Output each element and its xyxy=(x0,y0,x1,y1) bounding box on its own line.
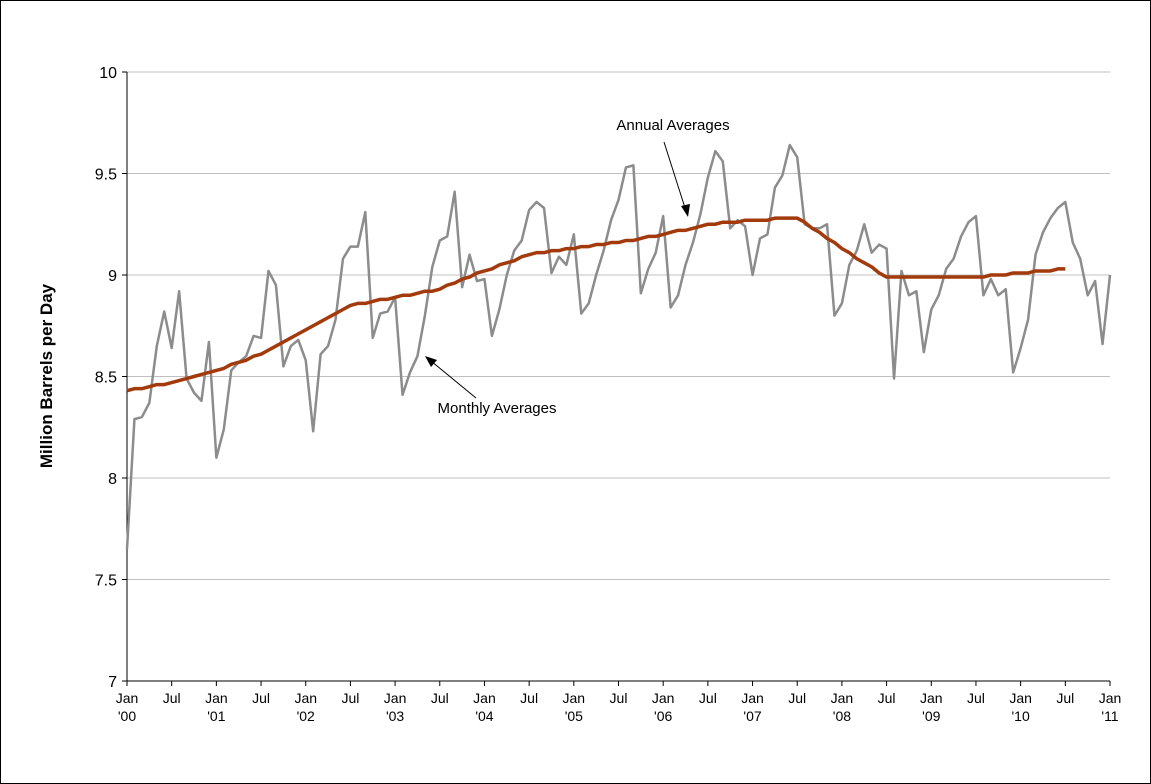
x-tick-label: Jul xyxy=(431,690,449,706)
x-tick-label: '02 xyxy=(297,708,315,724)
x-tick-label: Jul xyxy=(967,690,985,706)
x-tick-label: '11 xyxy=(1101,708,1118,724)
x-tick-label: Jul xyxy=(878,690,896,706)
y-tick-label: 8 xyxy=(108,471,117,488)
arrowhead xyxy=(425,356,437,367)
x-tick-label: Jan xyxy=(652,690,675,706)
x-tick-label: '06 xyxy=(654,708,672,724)
x-tick-label: Jul xyxy=(163,690,181,706)
x-tick-label: '07 xyxy=(743,708,761,724)
x-tick-label: Jul xyxy=(1056,690,1074,706)
arrowhead xyxy=(681,204,690,217)
y-tick-label: 10 xyxy=(99,65,117,82)
y-tick-label: 7 xyxy=(108,674,117,691)
x-tick-label: Jan xyxy=(116,690,139,706)
y-tick-label: 9 xyxy=(108,268,117,285)
x-tick-label: Jan xyxy=(741,690,764,706)
y-axis-label: Million Barrels per Day xyxy=(37,283,56,468)
x-tick-label: '04 xyxy=(475,708,493,724)
x-tick-label: Jul xyxy=(699,690,717,706)
x-tick-label: Jul xyxy=(252,690,270,706)
data-line xyxy=(125,143,1112,550)
x-tick-label: '10 xyxy=(1012,708,1030,724)
lines xyxy=(125,143,1112,550)
annotation-arrow xyxy=(430,360,477,399)
x-tick-label: Jan xyxy=(294,690,317,706)
y-tick-label: 7.5 xyxy=(95,573,117,590)
annotation: Monthly Averages xyxy=(438,400,557,417)
annotations: Annual Averages Monthly Averages xyxy=(425,117,730,417)
x-tick-label: '01 xyxy=(207,708,225,724)
x-tick-label: '08 xyxy=(833,708,851,724)
x-tick-label: '05 xyxy=(565,708,583,724)
y-tick-label: 8.5 xyxy=(95,370,117,387)
x-tick-label: Jan xyxy=(384,690,407,706)
x-tick-label: Jan xyxy=(205,690,228,706)
x-tick-label: Jul xyxy=(610,690,628,706)
annotation: Annual Averages xyxy=(616,117,729,134)
x-tick-label: Jan xyxy=(473,690,496,706)
x-tick-label: Jul xyxy=(341,690,359,706)
x-tick-label: Jan xyxy=(1009,690,1032,706)
x-tick-label: Jan xyxy=(831,690,854,706)
y-tick-label: 9.5 xyxy=(95,167,117,184)
x-tick-label: '09 xyxy=(922,708,940,724)
x-tick-label: Jul xyxy=(788,690,806,706)
x-tick-label: Jan xyxy=(1099,690,1122,706)
x-tick-label: '00 xyxy=(118,708,136,724)
x-tick-label: '03 xyxy=(386,708,404,724)
x-tick-label: Jul xyxy=(520,690,538,706)
x-tick-label: Jan xyxy=(920,690,943,706)
grid: 7 7.5 8 8.5 9 9.5 10 Jan '00 Jul Jan '01 Jul Jan '02 Ju… xyxy=(95,65,1122,724)
x-tick-label: Jan xyxy=(563,690,586,706)
data-line xyxy=(126,216,1066,393)
annotation-arrow xyxy=(663,141,687,212)
